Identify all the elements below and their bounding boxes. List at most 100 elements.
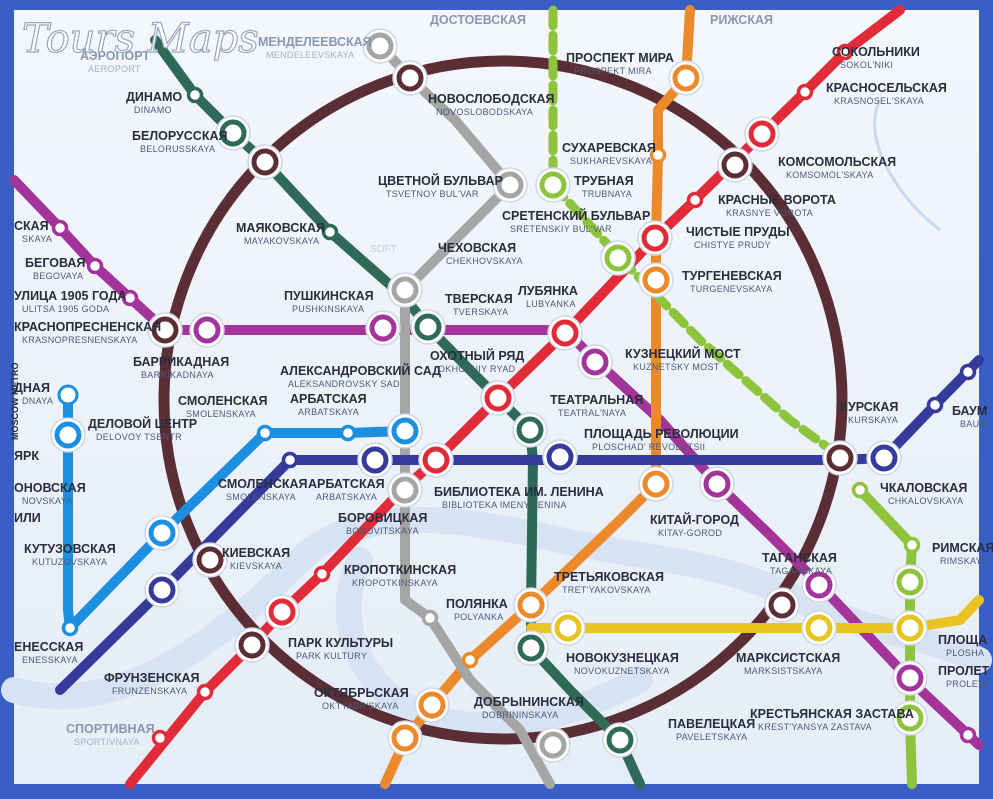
station-marker[interactable]	[387, 472, 423, 508]
station-marker[interactable]	[86, 257, 104, 275]
station-name-latin: SOKOL'NIKI	[840, 60, 893, 70]
station-marker[interactable]	[480, 380, 516, 416]
station-marker[interactable]	[147, 312, 183, 348]
station-name: ЛУБЯНКА	[518, 284, 578, 298]
station-label: ИЛИ	[14, 511, 41, 525]
station-name-latin: DINAMO	[134, 105, 172, 115]
station-marker[interactable]	[362, 28, 398, 64]
station-name: СМОЛЕНСКАЯ	[178, 394, 268, 408]
station-marker[interactable]	[851, 481, 869, 499]
station-marker[interactable]	[822, 440, 858, 476]
station-marker[interactable]	[414, 687, 450, 723]
station-name-latin: KUZNETSKY MOST	[633, 362, 720, 372]
station-marker[interactable]	[247, 144, 283, 180]
station-name-latin: ENESSKAYA	[22, 655, 78, 665]
station-marker[interactable]	[144, 572, 180, 608]
station-marker[interactable]	[699, 466, 735, 502]
station-marker[interactable]	[801, 610, 837, 646]
station-name: БОРОВИЦКАЯ	[338, 511, 427, 525]
station-marker[interactable]	[313, 565, 331, 583]
station-marker[interactable]	[637, 220, 673, 256]
station-marker[interactable]	[365, 310, 401, 346]
station-marker[interactable]	[686, 191, 704, 209]
station-marker[interactable]	[796, 83, 814, 101]
vertical-title: MOSCOW METRO	[10, 363, 20, 441]
station-marker[interactable]	[602, 722, 638, 758]
station-marker[interactable]	[189, 312, 225, 348]
station-marker[interactable]	[547, 315, 583, 351]
station-marker[interactable]	[421, 609, 439, 627]
station-marker[interactable]	[892, 610, 928, 646]
station-marker[interactable]	[542, 439, 578, 475]
station-marker[interactable]	[744, 116, 780, 152]
station-marker[interactable]	[196, 683, 214, 701]
station-marker[interactable]	[638, 262, 674, 298]
station-marker[interactable]	[387, 272, 423, 308]
station-marker[interactable]	[512, 412, 548, 448]
station-marker[interactable]	[61, 619, 79, 637]
station-marker[interactable]	[577, 344, 613, 380]
station-marker[interactable]	[339, 424, 357, 442]
station-marker[interactable]	[281, 451, 299, 469]
station-marker[interactable]	[668, 60, 704, 96]
station-marker[interactable]	[192, 542, 228, 578]
station-marker[interactable]	[926, 396, 944, 414]
station-marker[interactable]	[801, 567, 837, 603]
station-name: ТАГАНСКАЯ	[762, 551, 837, 565]
station-marker[interactable]	[550, 610, 586, 646]
station-marker[interactable]	[264, 594, 300, 630]
station-marker[interactable]	[321, 223, 339, 241]
station-marker[interactable]	[959, 363, 977, 381]
station-marker[interactable]	[357, 442, 393, 478]
station-name: АЛЕКСАНДРОВСКИЙ САД	[280, 363, 441, 378]
station-marker[interactable]	[600, 240, 636, 276]
station-marker[interactable]	[959, 726, 977, 744]
station-marker[interactable]	[215, 115, 251, 151]
station-name-latin: ARBATSKAYA	[298, 407, 359, 417]
station-marker[interactable]	[392, 60, 428, 96]
station-marker[interactable]	[492, 167, 528, 203]
station-marker[interactable]	[461, 651, 479, 669]
station-marker[interactable]	[50, 417, 86, 453]
station-marker[interactable]	[866, 440, 902, 476]
station-name: ЕНЕССКАЯ	[14, 640, 83, 654]
station-marker[interactable]	[51, 219, 69, 237]
station-name: ДНАЯ	[14, 381, 50, 395]
station-name: ЧЕХОВСКАЯ	[438, 241, 516, 255]
station-marker[interactable]	[535, 167, 571, 203]
station-marker[interactable]	[649, 146, 667, 164]
station-marker[interactable]	[121, 289, 139, 307]
station-marker[interactable]	[387, 413, 423, 449]
station-marker[interactable]	[256, 424, 274, 442]
station-name: ОХОТНЫЙ РЯД	[430, 348, 524, 363]
station-marker[interactable]	[186, 86, 204, 104]
station-name-latin: CHEKHOVSKAYA	[446, 256, 523, 266]
station-marker[interactable]	[418, 442, 454, 478]
station-marker[interactable]	[836, 43, 854, 61]
station-name: КИЕВСКАЯ	[222, 546, 290, 560]
station-marker[interactable]	[764, 587, 800, 623]
station-marker[interactable]	[387, 720, 423, 756]
station-marker[interactable]	[151, 729, 169, 747]
station-marker[interactable]	[892, 564, 928, 600]
station-marker[interactable]	[892, 700, 928, 736]
station-marker[interactable]	[513, 630, 549, 666]
station-marker[interactable]	[144, 515, 180, 551]
station-marker[interactable]	[903, 536, 921, 554]
station-marker[interactable]	[234, 627, 270, 663]
station-marker[interactable]	[535, 727, 571, 763]
station-marker[interactable]	[513, 587, 549, 623]
station-marker[interactable]	[410, 309, 446, 345]
station-marker[interactable]	[638, 466, 674, 502]
station-name: ОКТЯБРЬСКАЯ	[314, 686, 409, 700]
station-marker[interactable]	[717, 147, 753, 183]
station-name: ПАРК КУЛЬТУРЫ	[288, 636, 393, 650]
station-marker[interactable]	[892, 660, 928, 696]
